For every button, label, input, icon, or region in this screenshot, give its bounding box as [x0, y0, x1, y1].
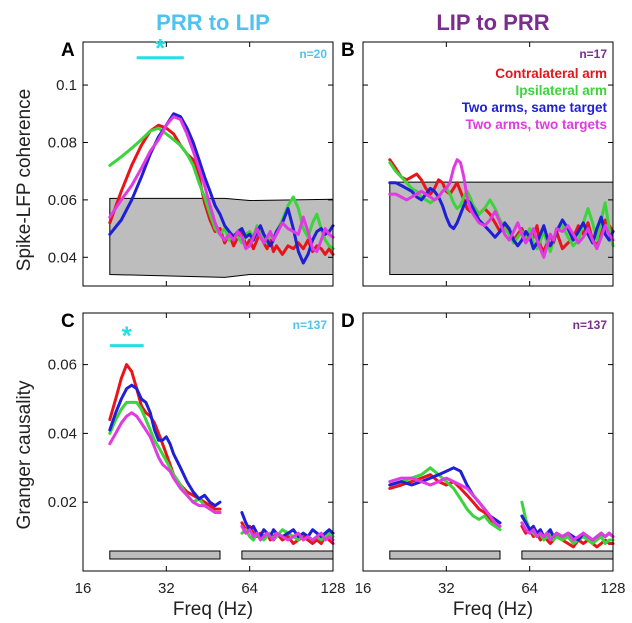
x-tick-label: 64 [241, 580, 258, 597]
surrogate-band-D-1 [521, 550, 614, 560]
y-axis-label-top: Spike-LFP coherence [14, 89, 35, 271]
panel-letter-D: D [341, 311, 355, 332]
y-tick-label: 0.1 [56, 77, 77, 94]
series-line-A-same-0 [108, 112, 335, 265]
plot-frame-C [82, 312, 334, 572]
panel-letter-A: A [61, 40, 75, 61]
panel-letter-B: B [341, 40, 355, 61]
series-line-D-same-0 [388, 466, 502, 525]
y-tick-label: 0.06 [48, 192, 77, 209]
plot-frame-B [362, 41, 614, 287]
y-tick-label: 0.04 [48, 249, 77, 266]
x-axis-label-right: Freq (Hz) [453, 599, 533, 620]
panel-A: 0.04 0.06 0.08 0.1 A n=20 * [48, 33, 335, 287]
n-label-A: n=20 [299, 47, 327, 61]
series-line-D-two-1 [520, 521, 615, 542]
panel-C: 0.02 0.04 0.06 16 32 64 128 C n=137 * [48, 311, 346, 597]
n-label-C: n=137 [293, 318, 328, 332]
series-line-D-ipsi-0 [388, 466, 502, 532]
series-line-D-two-0 [388, 476, 502, 528]
surrogate-band-D-0 [389, 550, 501, 560]
series-line-B-ipsi-0 [388, 161, 615, 254]
n-label-D: n=137 [573, 318, 608, 332]
series-line-A-two-0 [108, 115, 335, 254]
significance-star-A: * [155, 33, 166, 63]
plot-frame-A [82, 41, 334, 287]
series-line-C-two-1 [240, 524, 335, 542]
x-tick-label: 32 [158, 580, 175, 597]
x-tick-label: 64 [521, 580, 538, 597]
series-line-B-two-0 [388, 158, 615, 259]
x-tick-label: 16 [75, 580, 92, 597]
plot-frame-D [362, 312, 614, 572]
legend-entry-contra: Contralateral arm [495, 66, 607, 81]
x-tick-label: 128 [320, 580, 345, 597]
y-axis-label-bottom: Granger causality [14, 380, 35, 529]
series-line-C-same-0 [108, 383, 222, 508]
series-line-C-ipsi-0 [108, 400, 222, 514]
x-tick-label: 32 [438, 580, 455, 597]
column-title-left: PRR to LIP [156, 10, 270, 35]
legend-entry-ipsi: Ipsilateral arm [515, 83, 607, 98]
n-label-B: n=17 [579, 47, 607, 61]
x-tick-label: 128 [600, 580, 625, 597]
y-tick-label: 0.04 [48, 425, 77, 442]
x-axis-label-left: Freq (Hz) [173, 599, 253, 620]
series-line-D-ipsi-1 [520, 500, 615, 545]
panel-letter-C: C [61, 311, 75, 332]
series-line-C-two-0 [108, 411, 222, 514]
significance-star-C: * [122, 321, 133, 351]
panel-D: 16 32 64 128 D n=137 [341, 311, 626, 597]
y-tick-label: 0.08 [48, 134, 77, 151]
x-tick-label: 16 [355, 580, 372, 597]
column-title-right: LIP to PRR [436, 10, 549, 35]
surrogate-band-C-1 [241, 550, 334, 560]
surrogate-band-C-0 [109, 550, 221, 560]
y-tick-label: 0.06 [48, 357, 77, 374]
y-tick-label: 0.02 [48, 494, 77, 511]
legend-entry-same: Two arms, same target [462, 100, 608, 115]
legend-entry-two: Two arms, two targets [465, 117, 607, 132]
